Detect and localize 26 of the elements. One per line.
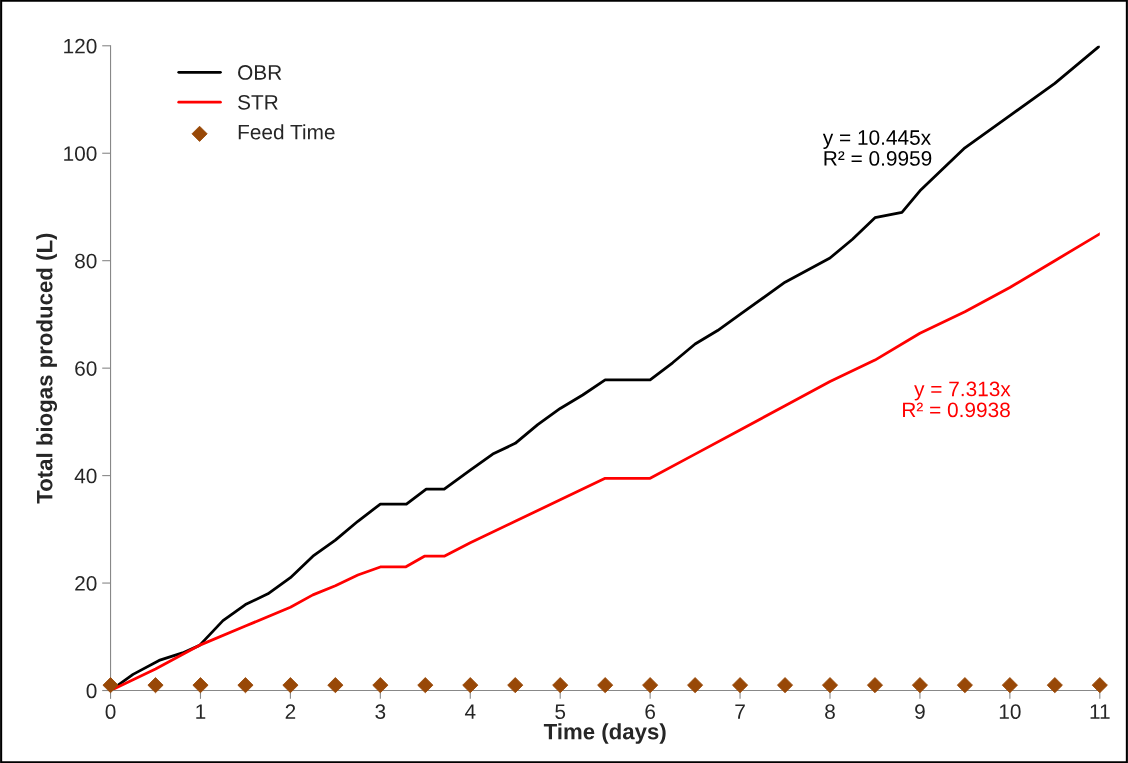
x-tick-label: 11 (1090, 704, 1110, 719)
annotation: y = 7.313x R² = 0.9938 (903, 381, 1011, 418)
x-tick-label: 5 (555, 704, 566, 720)
y-axis-title: Total biogas produced (L) (36, 233, 58, 504)
x-tick-label: 9 (915, 704, 925, 720)
x-tick-label: 0 (105, 704, 116, 720)
x-tick-label: 3 (375, 704, 386, 720)
x-axis-title: Time (days) (543, 723, 666, 744)
y-tick-label: 100 (64, 146, 97, 161)
x-tick-label: 8 (825, 704, 835, 720)
x-tick-label: 1 (196, 704, 206, 719)
x-tick-label: 6 (645, 704, 656, 720)
x-tick-label: 4 (464, 704, 476, 719)
legend-label: Feed Time (238, 124, 335, 140)
y-tick-label: 0 (86, 683, 97, 699)
legend-label: OBR (238, 65, 282, 80)
x-tick-label: 10 (999, 704, 1021, 720)
x-tick-label: 7 (735, 704, 745, 719)
annotation: y = 10.445x R² = 0.9959 (822, 130, 932, 166)
y-tick-label: 80 (75, 253, 97, 269)
legend-label: STR (238, 94, 278, 110)
y-tick-label: 60 (75, 361, 97, 376)
x-tick-label: 2 (285, 704, 296, 719)
y-tick-label: 120 (64, 38, 97, 54)
y-tick-label: 40 (74, 468, 97, 484)
y-tick-label: 20 (75, 576, 97, 591)
